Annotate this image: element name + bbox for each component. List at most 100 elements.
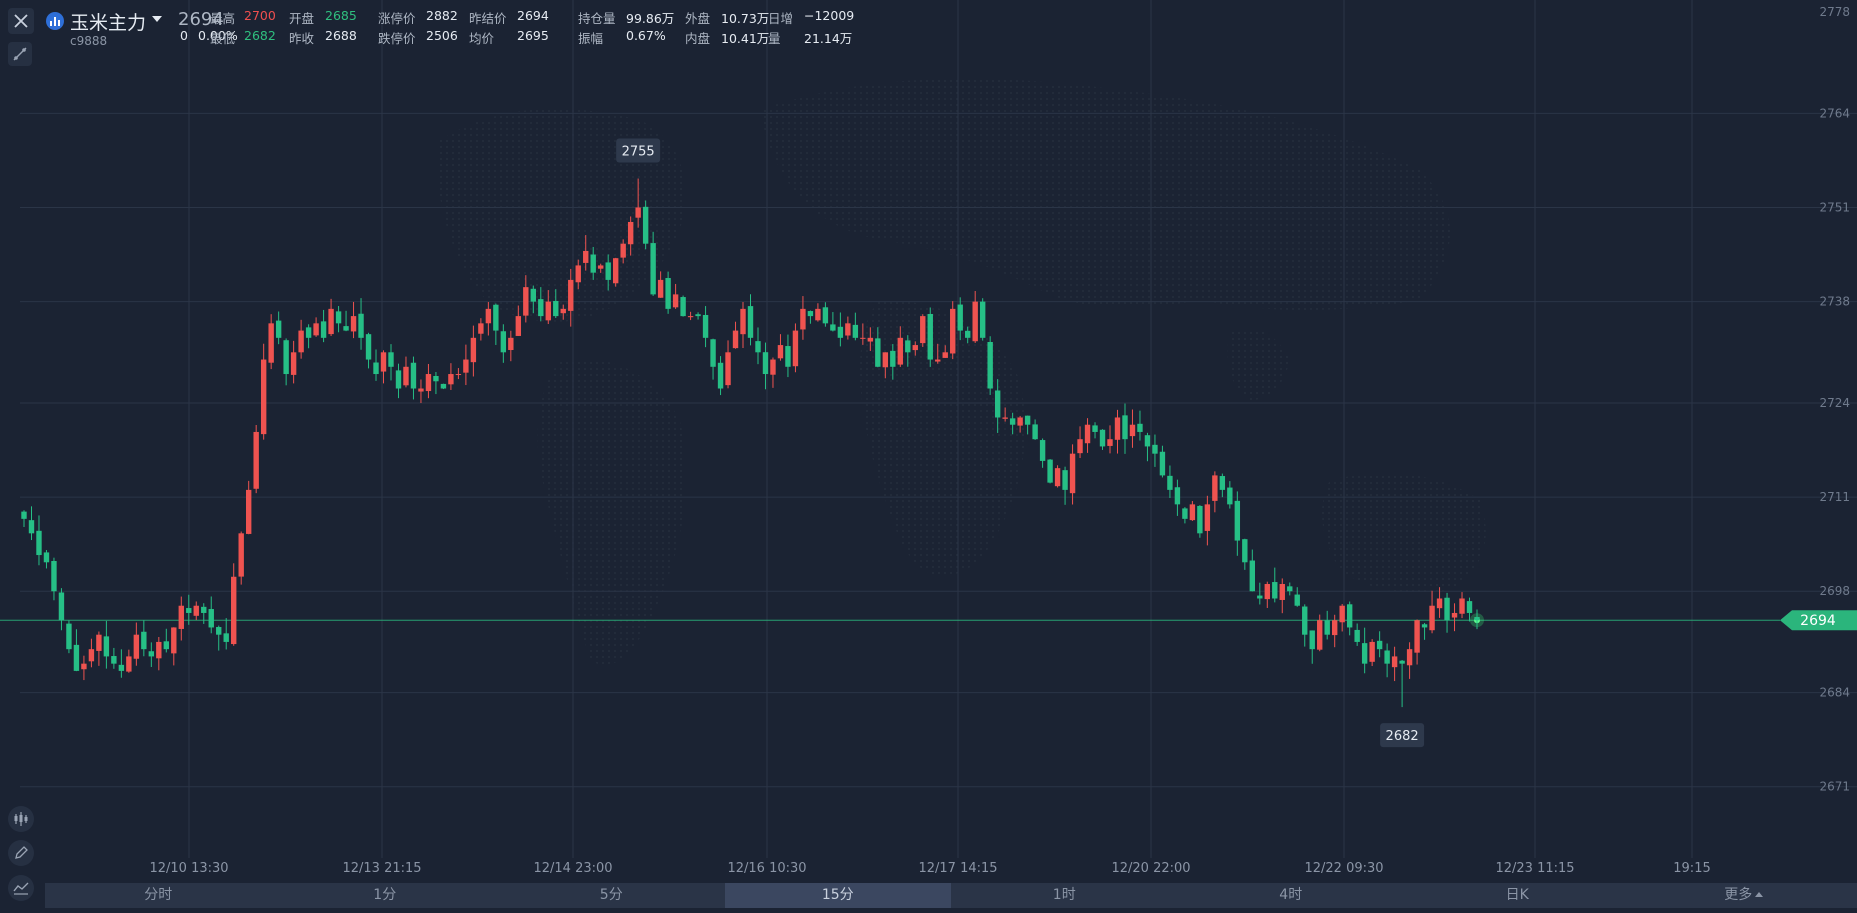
last-price: 2694 [178,9,224,30]
x-tick-label: 12/20 22:00 [1111,861,1190,876]
chevron-up-icon [1755,892,1764,897]
candle-body [51,560,57,592]
candle-body [186,608,192,613]
tab-5[interactable]: 4时 [1279,887,1303,903]
tab-6[interactable]: 日K [1505,887,1529,903]
candle-body [313,323,319,336]
candle-body [470,337,477,363]
candle-body [1054,468,1061,487]
x-tick-label: 12/10 13:30 [149,861,228,876]
candle-body [568,279,574,311]
tab-1[interactable]: 1分 [373,887,397,903]
candle-body [695,314,701,317]
tab-3[interactable]: 15分 [724,883,951,908]
candle-body [403,366,409,386]
extreme-markers: 2755 2682 [616,138,1425,748]
candle-body [1391,656,1398,668]
chevron-down-icon[interactable] [152,16,162,22]
quote-label: 涨停价 [378,11,416,26]
candle-body [485,308,492,324]
candle-body [1212,475,1218,501]
indicator-icon [13,882,29,895]
candle-body [1242,539,1248,563]
candle-body [395,370,402,389]
candle-body [710,339,716,367]
y-axis-labels: 2778 2764 2751 2738 2724 2711 2698 2684 2671 [1819,5,1850,794]
candle-body [845,323,851,336]
candle-body [747,306,754,338]
candle-body [1361,643,1368,664]
candle-body [972,301,978,342]
quote-label: 最高 [210,11,236,26]
draw-line-button[interactable] [8,42,32,66]
candle-body [478,323,484,334]
candle-body [171,627,177,654]
candle-body [642,206,649,244]
candle-body [1406,649,1413,666]
candle-body [837,326,844,338]
candle-body [1317,620,1323,650]
candle-body [508,337,514,351]
candle-body [800,308,806,330]
candle-body [1354,629,1360,642]
candle-body [1339,605,1345,623]
quote-label: 昨收 [289,31,315,46]
candle-body [36,530,42,556]
candle-body [96,634,102,651]
quote-r2-5: 内盘 10.41万 [685,28,769,47]
pencil-icon [15,846,28,859]
candle-body [81,663,87,670]
quote-value: 2688 [325,28,357,43]
instrument-name[interactable]: 玉米主力 [70,12,147,34]
candle-body [965,330,971,338]
candle-body [440,383,447,389]
quote-value: 21.14万 [804,31,853,46]
candle-body [1092,425,1098,432]
candle-body [920,316,926,344]
candle-body [380,352,387,372]
candle-body [275,320,282,338]
candle-body [1331,620,1338,636]
tab-7[interactable]: 更多 [1631,883,1857,908]
candle-body [987,342,993,389]
tab-0[interactable]: 分时 [144,887,173,903]
candle-body [1369,641,1375,662]
candle-body [350,316,357,332]
candle-body [1002,417,1008,419]
candle-body [875,338,881,367]
instrument-code: c9888 [70,34,108,48]
tab-2[interactable]: 5分 [599,887,623,903]
candle-body [148,651,155,657]
candle-body [1272,582,1278,599]
candle-body [1376,640,1383,650]
close-button[interactable] [8,8,34,34]
candle-body [1204,504,1211,531]
candle-body [1152,444,1158,454]
candle-body [133,634,140,659]
candles-tool-button[interactable] [8,806,34,832]
candle-body [1024,415,1031,425]
candle-body [1069,453,1076,494]
quote-r1-1: 开盘 2685 [289,8,357,27]
quote-value: 2682 [244,28,276,43]
tab-4[interactable]: 1时 [1052,887,1076,903]
candle-body [1062,470,1068,490]
quote-label: 外盘 [685,11,711,26]
quote-r1-6: 日增 −12009 [768,8,854,27]
candle-body [1294,594,1300,606]
candle-body [1474,616,1480,621]
indicator-tool-button[interactable] [8,875,34,901]
candle-body [118,664,125,671]
candle-body [103,636,110,657]
candle-body [905,340,911,353]
candle-body [1429,605,1435,631]
y-tick-label: 2684 [1819,686,1850,700]
quote-value: 10.73万 [721,11,770,26]
candle-body [163,641,170,650]
quote-r2-3: 均价 2695 [469,28,549,47]
x-tick-label: 19:15 [1673,861,1710,876]
pencil-tool-button[interactable] [8,840,34,866]
extreme-label: 2755 [622,145,655,160]
